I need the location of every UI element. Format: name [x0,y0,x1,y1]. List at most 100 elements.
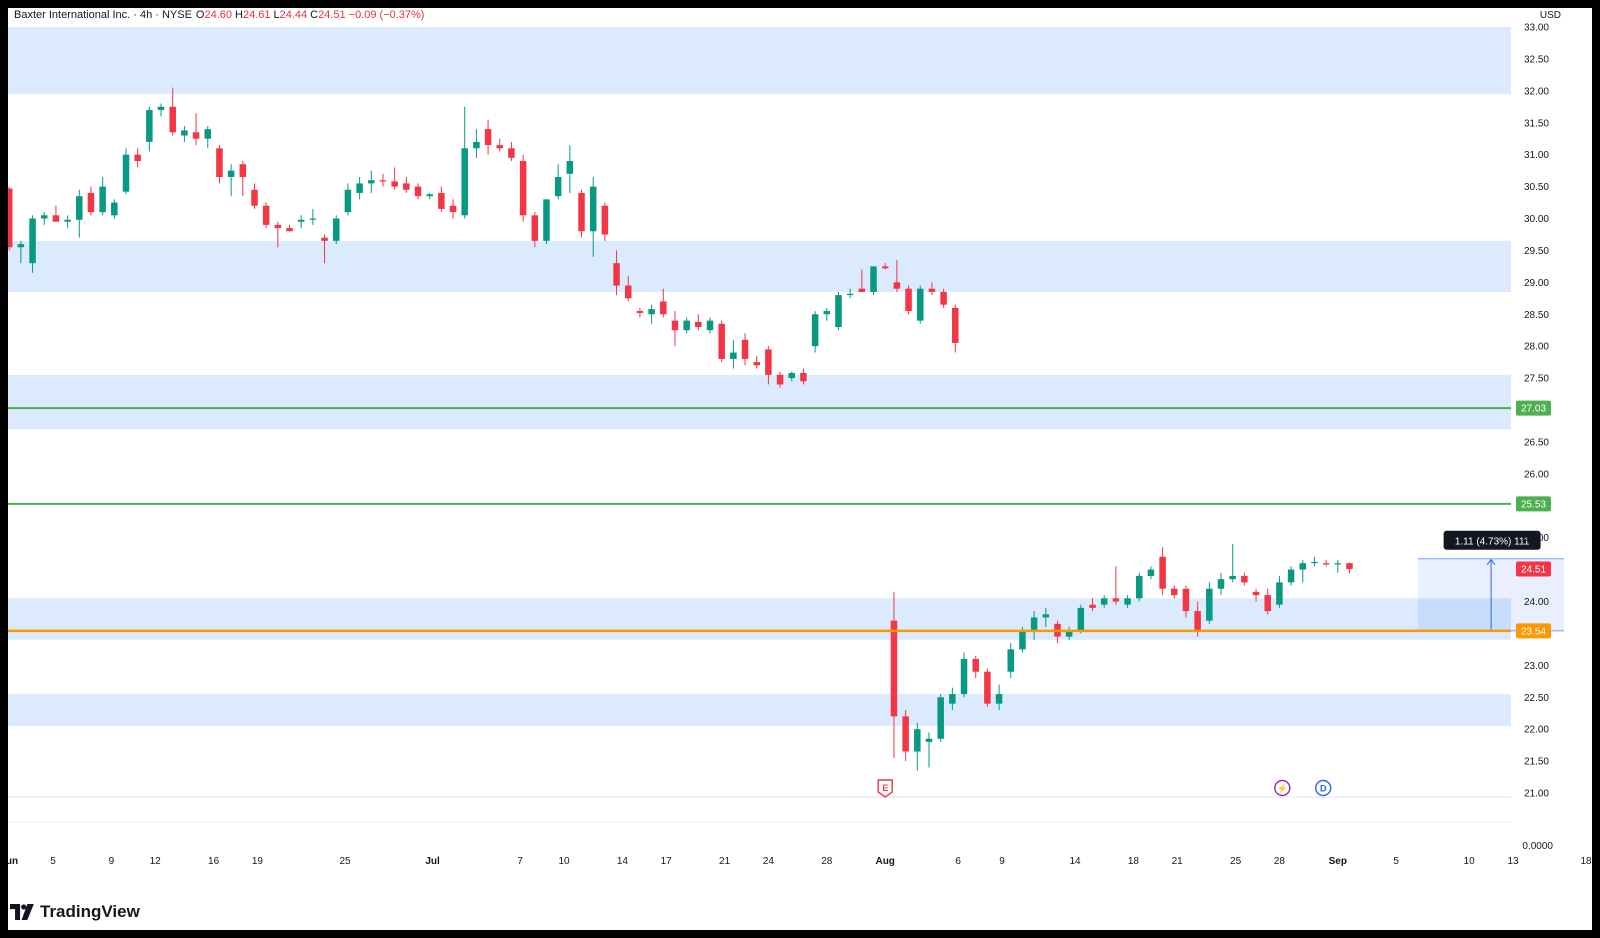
candle [543,199,550,245]
candle [1124,595,1131,608]
candle-body [636,311,644,313]
candle-body [449,205,457,213]
candle-body [1276,582,1283,605]
candle-body [788,372,796,379]
candle-body [881,266,889,269]
candle-body [379,180,387,182]
candle [414,183,422,200]
y-tick: 26.50 [1524,437,1549,448]
candle-body [169,106,176,133]
candle [753,355,760,369]
x-tick-14: 14 [1069,856,1081,867]
candle [274,221,282,248]
candle [87,186,95,216]
candle-body [893,282,901,289]
candle [578,189,585,238]
candle-body [239,164,247,178]
measure-layer: 1.11 (4.73%) 111 [1418,530,1565,632]
candle [8,186,13,251]
candle-body [391,181,398,187]
candle [449,199,457,219]
price-chart[interactable]: 1.11 (4.73%) 111 33.00 32.50 32.00 31.50 31.… [8,8,1592,930]
candle [17,240,25,264]
candle [438,186,445,213]
candle-body [800,372,807,382]
candle-body [543,199,550,241]
candle-body [1229,575,1236,580]
y-tick: 29.00 [1524,278,1549,289]
candle [683,317,690,334]
candles-layer [8,87,1353,771]
candle-body [1030,617,1038,631]
candle-body [1322,563,1330,565]
candle-body [648,309,655,315]
candle-body [508,148,515,158]
candle-body [181,130,188,136]
symbol-title[interactable]: Baxter International Inc. · 4h · NYSE [14,9,192,21]
candle-body [776,374,784,385]
candle [157,103,165,117]
y-axis[interactable]: 33.00 32.50 32.00 31.50 31.00 30.50 30.00 29.50… [1516,23,1553,853]
currency-label[interactable]: USD [1539,10,1561,21]
x-tick-13: 13 [1507,856,1519,867]
candle [893,259,901,292]
candle [566,145,574,193]
candle [403,177,410,193]
dividend-marker-circle [1314,779,1332,797]
y-tick: 32.00 [1524,86,1549,97]
candle [1264,588,1271,615]
hlines-layer [8,407,1511,633]
candle [134,148,141,168]
candle-body [554,177,562,197]
earnings-marker: E [877,779,893,798]
candle-body [1217,579,1225,589]
candle [1007,642,1015,679]
candle [972,655,979,679]
candle [1089,598,1096,612]
candle-body [858,288,866,292]
candle-body [1241,575,1248,583]
candle-body [134,154,141,162]
dividend-marker-letter: D [1320,784,1327,794]
candle [730,339,737,369]
candle-body [765,349,772,375]
x-axis[interactable]: Jun 5 9 12 16 19 25 Jul 7 10 14 17 21 24 28 Aug 6 9 14 18 21… [8,856,1592,867]
brand[interactable]: TradingView [10,902,140,922]
low-label: L [273,9,280,21]
candle-body [753,362,760,366]
candle-body [1171,588,1178,596]
candle [1311,556,1318,567]
candle [995,684,1003,711]
candle [1030,611,1038,640]
zone-1 [8,240,1511,292]
candle [914,722,921,771]
measure-label-bg [1443,530,1541,550]
zone-0 [8,27,1511,95]
candle-body [1194,611,1201,631]
candle-body [718,323,725,359]
candle [286,224,293,232]
candle [29,215,36,273]
candle [1287,566,1295,586]
candle-body [823,311,831,315]
candle-body [332,218,340,241]
candle-body [1100,598,1108,605]
zones-layer [8,27,1511,726]
candle-body [902,716,909,752]
y-tick: 27.50 [1524,374,1549,385]
x-tick-14: 14 [617,856,629,867]
candle-body [1287,569,1295,583]
candle [601,202,609,241]
candle [858,269,866,292]
y-tick: 31.50 [1524,118,1549,129]
candle [1147,566,1155,580]
candle [262,202,270,229]
x-tick-28: 28 [1274,856,1286,867]
candle [1276,575,1283,608]
x-tick-19: 19 [252,856,264,867]
x-tick-21: 21 [719,856,731,867]
y-tick: 22.50 [1524,693,1549,704]
candle [297,215,305,229]
y-tick: 28.00 [1524,342,1549,353]
candle-body [461,148,468,216]
